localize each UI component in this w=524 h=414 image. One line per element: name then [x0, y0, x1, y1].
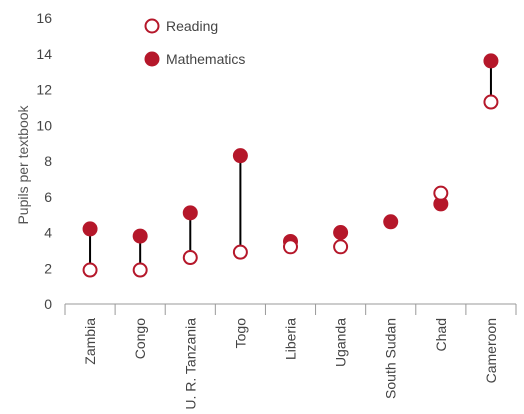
reading-point — [232, 244, 248, 260]
mathematics-point — [132, 228, 148, 244]
x-tick-label: South Sudan — [383, 318, 399, 399]
data-points — [82, 53, 499, 278]
y-axis-title: Pupils per textbook — [15, 104, 31, 224]
x-axis: Zambia Congo U. R. Tanzania Togo Liberia Ugan… — [64, 303, 517, 410]
mathematics-point — [232, 148, 248, 164]
legend: Reading Mathematics — [144, 18, 245, 67]
reading-point — [132, 262, 148, 278]
legend-reading-label: Reading — [166, 18, 218, 34]
reading-point — [433, 185, 449, 201]
y-tick-label: 12 — [36, 82, 52, 98]
mathematics-point — [383, 214, 399, 230]
mathematics-point — [182, 205, 198, 221]
mathematics-point — [483, 53, 499, 69]
legend-mathematics-marker — [144, 51, 160, 67]
reading-point — [333, 239, 349, 255]
x-tick-label: U. R. Tanzania — [182, 318, 198, 410]
y-tick-label: 10 — [36, 117, 52, 133]
y-tick-label: 2 — [44, 260, 52, 276]
mathematics-point — [82, 221, 98, 237]
reading-point — [182, 250, 198, 266]
legend-mathematics-label: Mathematics — [166, 51, 245, 67]
x-tick-label: Cameroon — [483, 318, 499, 383]
reading-point — [283, 239, 298, 255]
reading-point — [82, 262, 98, 278]
mathematics-point — [333, 225, 349, 240]
y-tick-label: 8 — [44, 153, 52, 169]
y-tick-label: 16 — [36, 10, 52, 26]
y-tick-label: 4 — [44, 225, 52, 241]
x-tick-label: Liberia — [283, 318, 299, 360]
x-tick-label: Togo — [232, 318, 248, 349]
y-tick-label: 6 — [44, 189, 52, 205]
y-tick-label: 0 — [44, 296, 52, 312]
y-tick-label: 14 — [36, 46, 52, 62]
y-axis: 0 2 4 6 8 10 12 14 16 — [36, 10, 52, 312]
x-tick-label: Chad — [433, 318, 449, 351]
reading-point — [483, 94, 499, 110]
x-tick-label: Zambia — [82, 318, 98, 365]
x-tick-label: Congo — [132, 318, 148, 359]
mathematics-point — [433, 196, 449, 212]
x-tick-label: Uganda — [333, 318, 349, 367]
legend-reading-marker — [144, 18, 160, 34]
